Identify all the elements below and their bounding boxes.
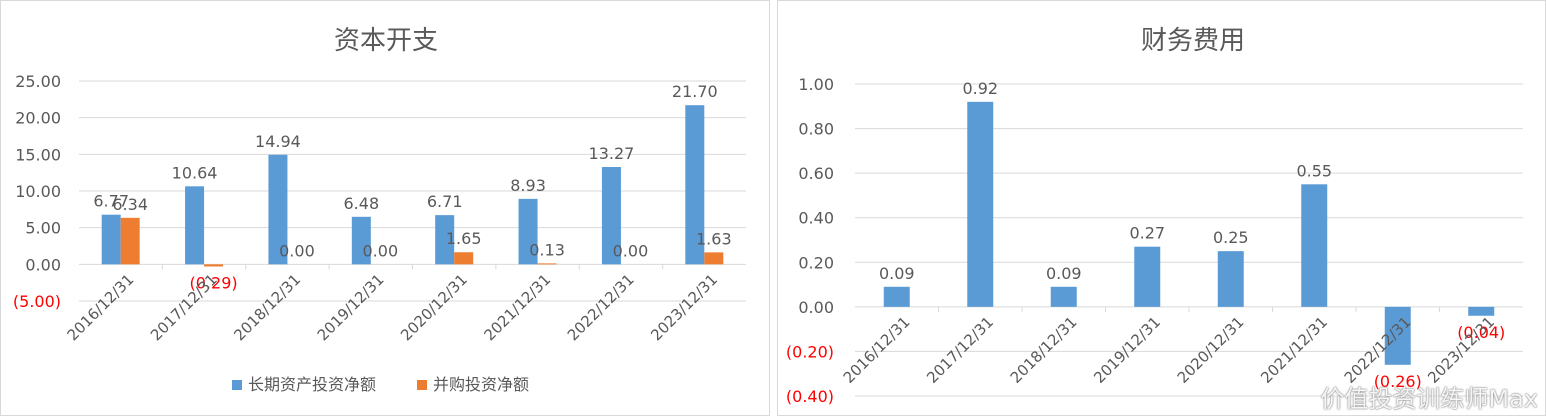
data-label: 14.94 [255,132,301,151]
data-label: 6.77 [93,192,129,211]
x-tick-label: 2019/12/31 [314,270,388,344]
bar [1217,251,1244,307]
y-tick-label: 25.00 [15,72,61,91]
x-tick-label: 2021/12/31 [481,270,555,344]
legend-swatch [232,380,242,390]
bar [351,216,371,265]
bar [101,214,121,265]
data-label: (0.04) [1457,323,1505,342]
finance-cost-chart: 财务费用 1.00 0.80 0.60 0.40 0.20 0.00 (0.20) (0.40)… [786,26,1523,406]
bar [185,186,205,265]
data-label: (0.29) [190,273,238,292]
legend-label: 长期资产投资净额 [248,375,376,394]
bar [1050,286,1077,307]
capex-chart-panel: 资本开支 25.00 20.00 15.00 10.00 5.00 0.00 (5.00) 6.… [0,0,770,416]
legend-label: 并购投资净额 [433,375,529,394]
data-label: 0.09 [1046,264,1082,283]
bar [454,252,474,265]
bar [883,286,910,307]
x-tick-label: 2021/12/31 [1257,313,1331,387]
data-label: 13.27 [589,144,635,163]
bar [435,215,455,265]
bar [601,167,621,265]
data-label: 0.92 [962,79,998,98]
x-tick-label: 2017/12/31 [923,313,997,387]
data-label: 6.34 [112,195,148,214]
data-label: 6.48 [344,194,380,213]
data-label: 0.00 [613,241,649,260]
y-tick-label: 10.00 [15,182,61,201]
y-tick-label: 0.40 [798,209,834,228]
y-tick-label: 1.00 [798,75,834,94]
x-tick-label: 2017/12/31 [147,270,221,344]
y-tick-label: (0.20) [786,342,834,361]
bar [120,217,140,265]
bar [1468,306,1495,316]
data-label: 0.25 [1213,228,1249,247]
data-label: 0.55 [1296,161,1332,180]
bar [1301,184,1328,307]
bar [704,252,724,265]
data-label: 0.27 [1129,224,1165,243]
x-tick-label: 2020/12/31 [1174,313,1248,387]
data-label: 0.00 [279,241,315,260]
y-tick-label: 0.80 [798,120,834,139]
x-tick-label: 2018/12/31 [230,270,304,344]
data-label: 21.70 [672,82,718,101]
chart-title: 资本开支 [334,26,438,56]
x-tick-label: 2018/12/31 [1007,313,1081,387]
legend-swatch [417,380,427,390]
y-tick-label: 0.60 [798,164,834,183]
x-tick-label: 2023/12/31 [647,270,721,344]
data-label: 8.93 [510,176,546,195]
bar [268,154,288,265]
x-tick-label: 2016/12/31 [840,313,914,387]
bar [1134,246,1161,307]
bar [518,198,538,265]
finance-cost-chart-panel: 财务费用 1.00 0.80 0.60 0.40 0.20 0.00 (0.20) (0.40)… [777,0,1546,416]
bar [1384,306,1411,365]
data-label: 6.71 [427,192,463,211]
data-label: 10.64 [172,163,218,182]
watermark-text: 价值投资训练师Max [1320,385,1538,413]
bar [204,264,224,267]
x-tick-label: 2022/12/31 [564,270,638,344]
capex-chart: 资本开支 25.00 20.00 15.00 10.00 5.00 0.00 (5.00) 6.… [13,26,746,394]
data-label: 0.09 [879,264,915,283]
y-tick-label: 0.00 [25,255,61,274]
data-label: 1.63 [696,229,732,248]
y-tick-label: 0.20 [798,253,834,272]
y-tick-label: (5.00) [13,292,61,311]
bar [685,105,705,265]
x-tick-label: 2016/12/31 [64,270,138,344]
data-label: 1.65 [446,229,482,248]
data-label: 0.13 [529,240,565,259]
data-label: (0.26) [1374,372,1422,391]
y-tick-label: 15.00 [15,145,61,164]
bar [967,101,994,307]
y-tick-label: 0.00 [798,298,834,317]
y-tick-label: 5.00 [25,219,61,238]
y-tick-label: 20.00 [15,109,61,128]
chart-title: 财务费用 [1141,26,1245,56]
x-tick-label: 2020/12/31 [397,270,471,344]
bar [537,263,557,265]
y-tick-label: (0.40) [786,387,834,406]
data-label: 0.00 [363,241,399,260]
x-tick-label: 2019/12/31 [1090,313,1164,387]
